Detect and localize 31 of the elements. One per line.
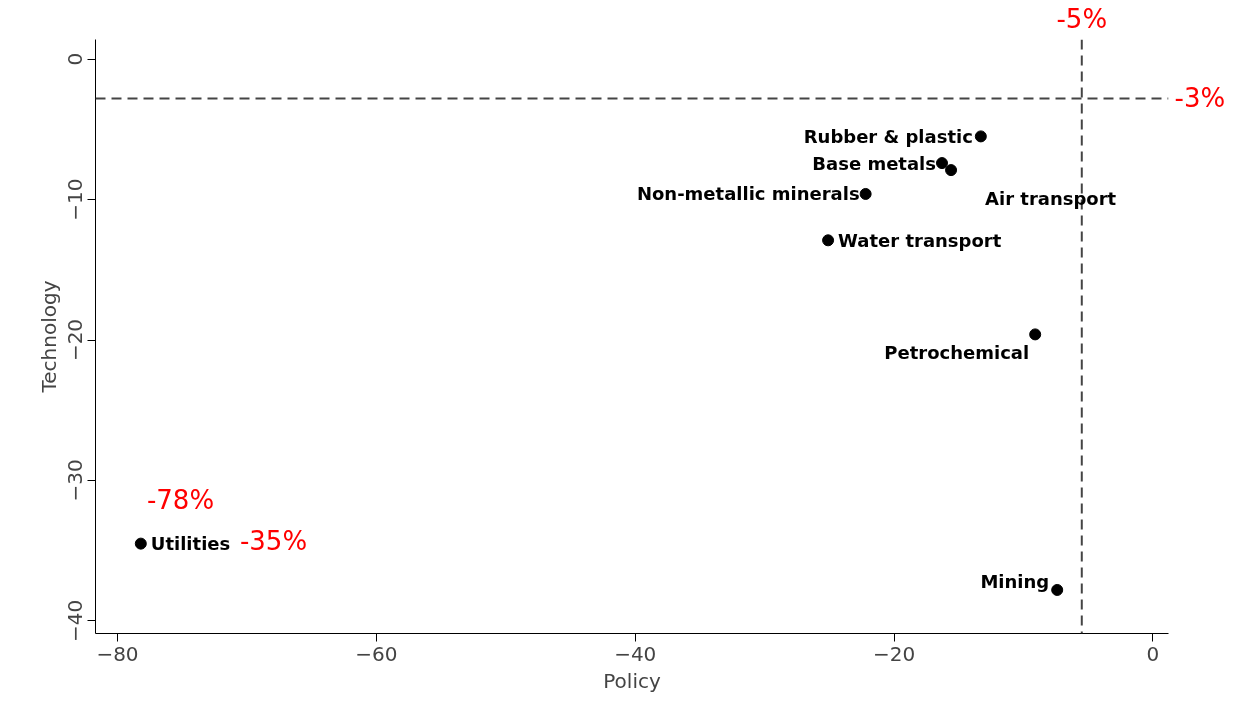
x-tick-label: −60 [355, 641, 398, 666]
x-tick-label: −20 [873, 641, 916, 666]
point [974, 130, 987, 143]
series-label: Rubber & plastic [803, 125, 973, 147]
series-label: Petrochemical [884, 341, 1030, 363]
series-label: Utilities [150, 533, 231, 555]
x-tick-label: 0 [1146, 641, 1160, 666]
ref-line-label: -5% [1056, 3, 1108, 34]
y-tick-label: −20 [63, 318, 88, 362]
series-label: Mining [980, 571, 1050, 593]
point [1051, 583, 1064, 596]
series-label: Water transport [838, 229, 1002, 251]
y-tick-label: 0 [63, 52, 88, 66]
y-tick-label: −10 [63, 178, 88, 221]
x-axis-title: Policy [603, 668, 661, 693]
point [945, 164, 958, 177]
x-tick-label: −40 [614, 641, 657, 666]
annotation: -78% [146, 484, 215, 515]
series-label: Base metals [812, 152, 936, 174]
annotation: -35% [239, 525, 308, 556]
y-axis-title: Technology [36, 280, 61, 394]
point [1029, 328, 1042, 341]
x-tick-label: −80 [96, 641, 139, 666]
point [935, 157, 948, 170]
series-label: Air transport [985, 187, 1117, 209]
ref-line-label: -3% [1174, 83, 1226, 114]
y-tick-label: −30 [63, 459, 88, 502]
series-label: Non-metallic minerals [636, 183, 860, 205]
point [859, 187, 872, 200]
point [134, 537, 147, 550]
point [822, 234, 835, 247]
